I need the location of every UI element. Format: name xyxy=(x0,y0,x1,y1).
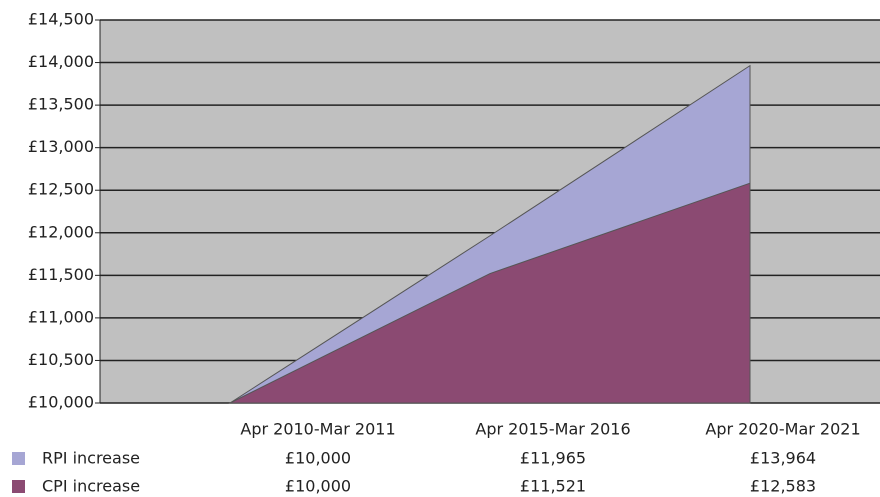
y-tick-label: £13,500 xyxy=(28,95,94,114)
value-label: £11,521 xyxy=(520,477,586,496)
y-tick-label: £14,000 xyxy=(28,52,94,71)
category-label: Apr 2010-Mar 2011 xyxy=(240,420,395,439)
legend-label: RPI increase xyxy=(42,449,140,468)
value-label: £12,583 xyxy=(750,477,816,496)
y-tick-label: £10,000 xyxy=(28,393,94,412)
value-label: £10,000 xyxy=(285,449,351,468)
y-tick-label: £12,000 xyxy=(28,222,94,241)
legend-label: CPI increase xyxy=(42,477,140,496)
y-tick-label: £11,000 xyxy=(28,307,94,326)
y-tick-label: £12,500 xyxy=(28,180,94,199)
legend-swatch xyxy=(12,452,25,465)
legend-swatch xyxy=(12,480,25,493)
value-label: £10,000 xyxy=(285,477,351,496)
value-label: £13,964 xyxy=(750,449,816,468)
category-label: Apr 2015-Mar 2016 xyxy=(475,420,630,439)
y-tick-label: £13,000 xyxy=(28,137,94,156)
area xyxy=(229,182,751,404)
category-label: Apr 2020-Mar 2021 xyxy=(705,420,860,439)
y-tick-label: £10,500 xyxy=(28,350,94,369)
y-tick-label: £11,500 xyxy=(28,265,94,284)
value-label: £11,965 xyxy=(520,449,586,468)
y-tick-label: £14,500 xyxy=(28,10,94,29)
